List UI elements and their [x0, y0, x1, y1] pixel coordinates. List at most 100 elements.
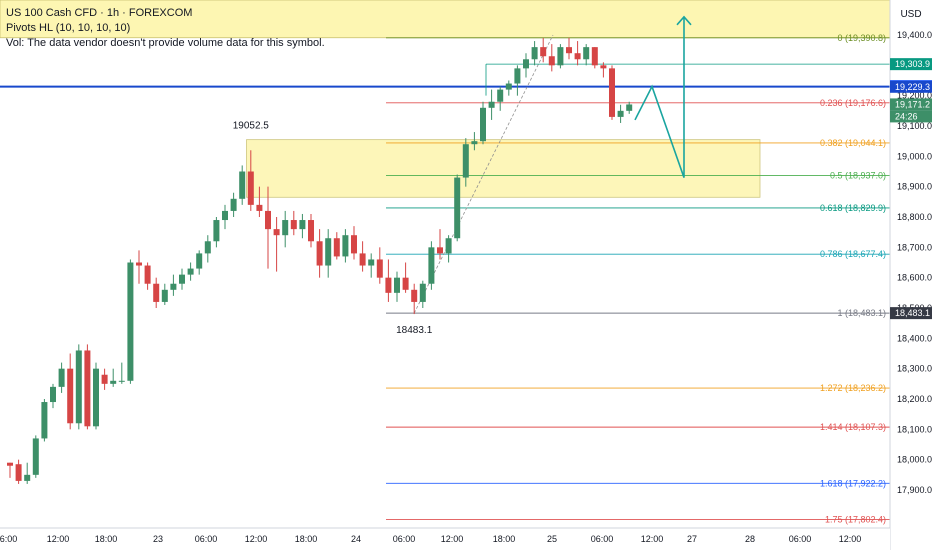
candle-body: [230, 198, 237, 211]
candle-body: [58, 368, 65, 387]
candle-body: [187, 268, 194, 275]
time-tick-label: 18:00: [295, 534, 318, 544]
candle-body: [531, 47, 538, 60]
price-badge-label-0: 19,303.9: [895, 59, 930, 69]
candle-body: [376, 259, 383, 278]
fib-level-label-2: 0.382 (19,044.1): [820, 138, 886, 148]
candle-body: [523, 59, 529, 69]
price-badge: [890, 110, 932, 123]
candle-body: [505, 83, 512, 90]
price-tick-label: 18,000.0: [897, 455, 932, 465]
upper-highlight-zone: [0, 0, 891, 39]
price-tick-label: 19,400.0: [897, 30, 932, 40]
candle-body: [333, 238, 340, 257]
candle-body: [437, 247, 443, 254]
price-badge-label-3: 19,171.2: [895, 99, 930, 109]
candle-body: [368, 259, 375, 266]
candle-body: [480, 107, 486, 142]
candle-body: [394, 277, 400, 293]
candle-body: [402, 277, 409, 290]
price-tick-label: 18,800.0: [897, 212, 932, 222]
candle-body: [299, 220, 306, 230]
time-tick-label: 12:00: [47, 534, 70, 544]
candle-body: [540, 47, 547, 57]
price-badge: [890, 307, 932, 320]
time-tick-label: 06:00: [0, 534, 17, 544]
chart-legend: US 100 Cash CFD · 1h · FOREXCOM Pivots H…: [6, 6, 325, 51]
candle-body: [196, 253, 203, 269]
yellow-supply-zone: [246, 139, 761, 198]
price-badge: [890, 98, 932, 111]
candle-body: [273, 229, 280, 236]
candle-body: [127, 262, 134, 381]
pivot-label-0: 19052.5: [233, 120, 270, 131]
candle-body: [514, 68, 521, 84]
projection-arrow-icon: [676, 15, 692, 26]
candle-body: [101, 374, 108, 384]
candle-body: [325, 238, 332, 266]
candle-body: [454, 177, 461, 239]
time-tick-label: 23: [153, 534, 163, 544]
time-tick-label: 18:00: [493, 534, 516, 544]
price-tick-label: 17,900.0: [897, 485, 932, 495]
candle-body: [351, 235, 357, 254]
candle-body: [84, 350, 91, 427]
candle-body: [93, 368, 99, 427]
candle-body: [548, 56, 555, 66]
time-axis-background: [0, 528, 890, 550]
price-badge: [890, 80, 932, 93]
candle-body: [204, 241, 211, 254]
candle-body: [50, 386, 56, 403]
fib-level-label-1: 0.236 (19,176.6): [820, 98, 886, 108]
time-tick-label: 06:00: [591, 534, 614, 544]
candle-body: [316, 241, 323, 266]
candle-body: [144, 265, 151, 284]
symbol-title[interactable]: US 100 Cash CFD · 1h · FOREXCOM: [6, 7, 193, 19]
candle-body: [617, 110, 624, 117]
candle-body: [256, 204, 263, 211]
price-tick-label: 18,700.0: [897, 242, 932, 252]
candle-body: [41, 402, 48, 439]
price-tick-label: 18,400.0: [897, 333, 932, 343]
fib-level-label-6: 1 (18,483.1): [837, 308, 886, 318]
time-tick-label: 25: [547, 534, 557, 544]
indicator-title[interactable]: Pivots HL (10, 10, 10, 10): [6, 22, 131, 34]
candle-body: [290, 220, 297, 230]
candle-body: [497, 89, 504, 102]
candle-body: [213, 220, 220, 242]
time-tick-label: 12:00: [641, 534, 664, 544]
candle-body: [411, 289, 418, 302]
candle-body: [32, 438, 39, 475]
fib-level-label-4: 0.618 (18,829.9): [820, 203, 886, 213]
currency-label: USD: [900, 9, 921, 20]
volume-note: Vol: The data vendor doesn't provide vol…: [6, 37, 325, 49]
candle-body: [118, 380, 125, 382]
price-tick-label: 18,300.0: [897, 364, 932, 374]
candle-body: [591, 47, 598, 66]
time-tick-label: 06:00: [789, 534, 812, 544]
fib-level-label-8: 1.414 (18,107.3): [820, 422, 886, 432]
price-tick-label: 18,200.0: [897, 394, 932, 404]
fib-level-label-3: 0.5 (18,937.0): [830, 170, 886, 180]
candle-body: [626, 104, 633, 111]
time-tick-label: 12:00: [839, 534, 862, 544]
price-badge: [890, 58, 932, 71]
candle-body: [110, 380, 117, 384]
candle-body: [342, 235, 349, 257]
fib-level-label-0: 0 (19,390.8): [837, 33, 886, 43]
candle-body: [136, 262, 142, 266]
time-tick-label: 06:00: [195, 534, 218, 544]
time-tick-label: 06:00: [393, 534, 416, 544]
candle-body: [247, 171, 254, 205]
candle-body: [239, 171, 246, 199]
price-tick-label: 19,200.0: [897, 91, 932, 101]
candle-body: [359, 253, 366, 266]
candle-body: [15, 464, 22, 481]
fib-level-label-5: 0.786 (18,677.4): [820, 249, 886, 259]
candle-body: [574, 53, 581, 60]
candle-body: [600, 65, 607, 69]
candle-body: [153, 283, 160, 302]
candle-body: [445, 238, 452, 254]
candle-body: [428, 247, 435, 284]
